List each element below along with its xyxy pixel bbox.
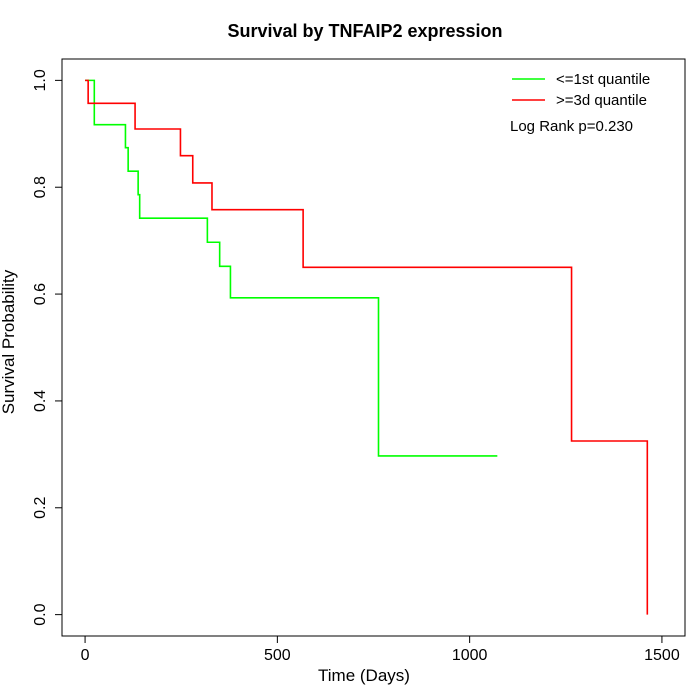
log-rank-annotation: Log Rank p=0.230 <box>510 118 633 135</box>
y-tick-label: 0.0 <box>32 603 49 625</box>
y-axis-label: Survival Probability <box>0 269 18 414</box>
y-tick-label: 0.4 <box>32 390 49 412</box>
x-axis: 0 500 1000 1500 <box>81 635 680 664</box>
x-tick-label: 1000 <box>452 647 488 664</box>
survival-curve-low <box>85 79 498 457</box>
survival-curve-high <box>85 79 649 615</box>
x-tick-label: 500 <box>264 647 291 664</box>
x-axis-label: Time (Days) <box>318 666 410 685</box>
legend-label-high: >=3d quantile <box>556 92 647 109</box>
y-tick-label: 0.6 <box>32 283 49 305</box>
chart-title: Survival by TNFAIP2 expression <box>227 21 502 41</box>
series-layer <box>85 79 649 615</box>
y-tick-label: 0.2 <box>32 497 49 519</box>
x-tick-label: 0 <box>81 647 90 664</box>
y-axis: 0.0 0.2 0.4 0.6 0.8 1.0 <box>32 69 62 626</box>
legend: <=1st quantile >=3d quantile <box>512 71 650 109</box>
x-tick-label: 1500 <box>644 647 680 664</box>
y-tick-label: 1.0 <box>32 69 49 91</box>
y-tick-label: 0.8 <box>32 176 49 198</box>
legend-label-low: <=1st quantile <box>556 71 650 88</box>
